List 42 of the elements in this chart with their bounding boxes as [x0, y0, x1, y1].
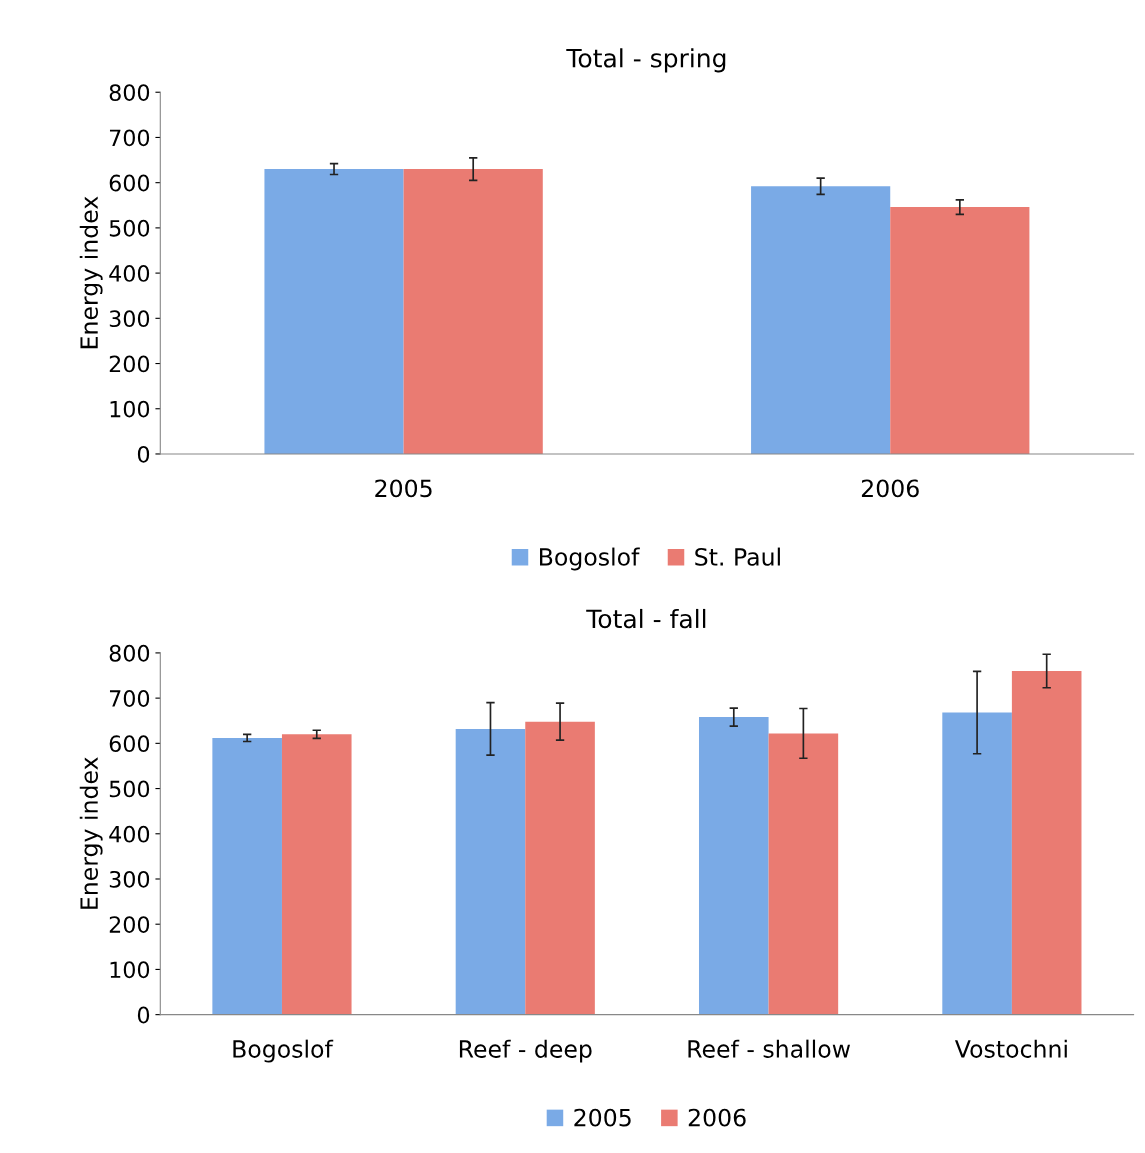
y-tick-label: 200	[109, 355, 150, 373]
x-tick-label: Reef - shallow	[688, 1039, 851, 1058]
bar	[212, 737, 282, 1015]
bar	[403, 169, 543, 454]
y-tick-label: 700	[109, 129, 150, 147]
y-axis-title: Energy index	[79, 757, 103, 909]
y-tick-label: 300	[109, 870, 150, 888]
y-tick-label: 100	[110, 400, 150, 418]
y-tick-label: 800	[109, 84, 150, 101]
y-tick-label: 500	[109, 780, 150, 798]
y-tick-label: 700	[109, 690, 150, 707]
y-tick-label: 0	[137, 445, 150, 463]
y-tick-label: 400	[109, 265, 150, 282]
x-tick-label: Reef - deep	[459, 1039, 592, 1063]
bar	[768, 733, 839, 1015]
legend-label: 2006	[688, 1108, 746, 1127]
y-axis-title: Energy index	[79, 196, 103, 349]
bar	[264, 169, 404, 454]
bar	[890, 207, 1030, 454]
y-tick-label: 200	[109, 916, 150, 933]
y-tick-label: 600	[109, 174, 150, 192]
chart-title: Total - spring	[566, 48, 726, 73]
bar	[942, 712, 1012, 1015]
legend-label: Bogoslof	[540, 547, 640, 571]
x-tick-label: Vostochni	[954, 1039, 1067, 1058]
legend-label: 2005	[574, 1108, 631, 1127]
legend-label: St. Paul	[695, 547, 780, 566]
y-tick-label: 0	[137, 1006, 150, 1024]
y-tick-label: 300	[109, 310, 150, 328]
y-tick-label: 800	[109, 644, 150, 662]
bar	[455, 728, 526, 1015]
y-tick-label: 100	[110, 961, 150, 979]
bar	[281, 734, 352, 1015]
chart-title: Total - fall	[586, 608, 706, 629]
bar	[698, 717, 769, 1015]
x-tick-label: Bogoslof	[233, 1039, 334, 1063]
y-tick-label: 400	[109, 825, 150, 843]
bar	[525, 721, 595, 1015]
bar	[751, 186, 891, 454]
y-tick-label: 500	[109, 219, 150, 237]
bar	[1011, 671, 1082, 1015]
y-tick-label: 600	[109, 735, 150, 753]
